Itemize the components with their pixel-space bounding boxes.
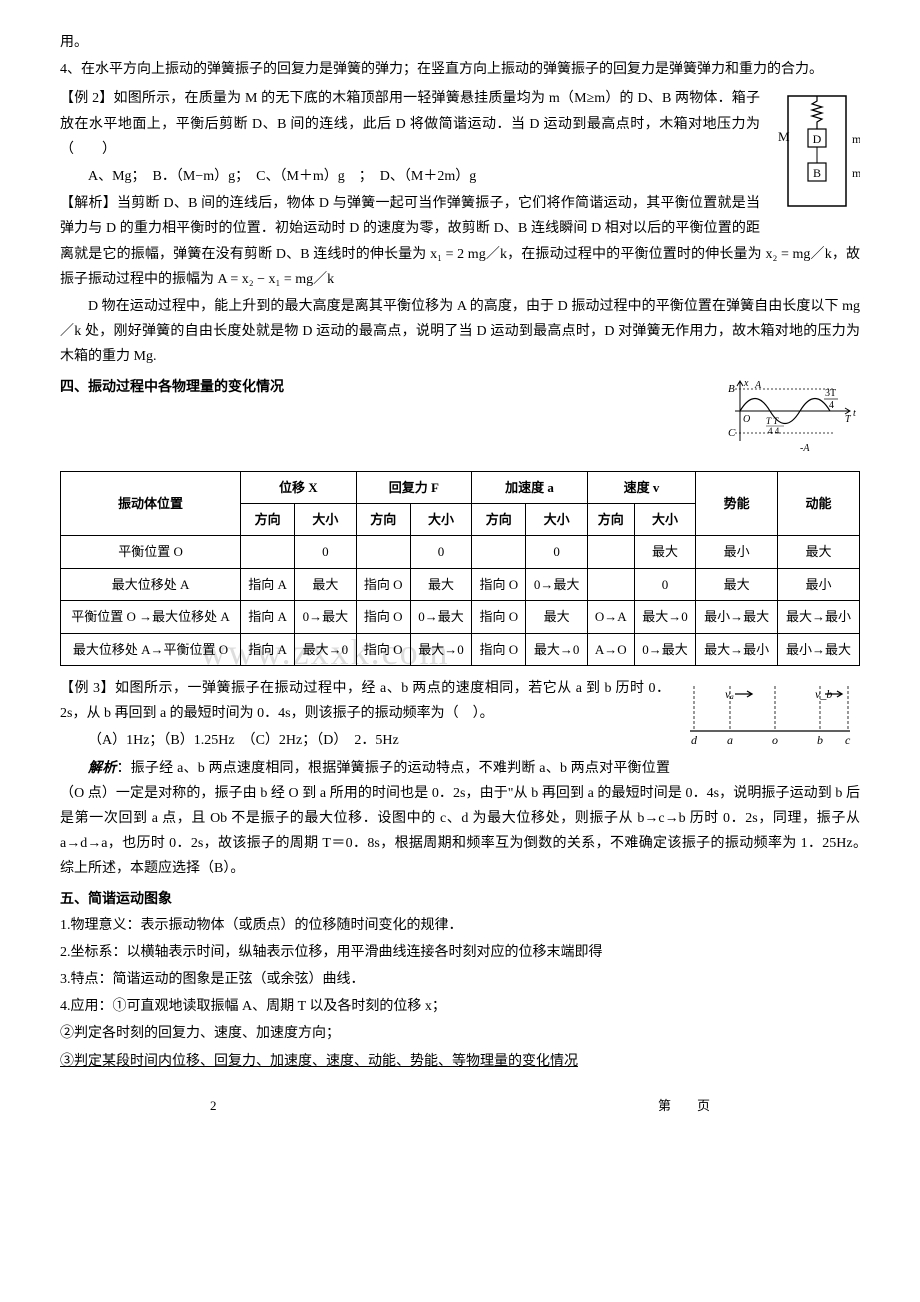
example2-options: A、Mg； B．（M−m）g； C、（M＋m）g ； D、（M＋2m）g [60, 164, 860, 189]
svg-text:a: a [727, 733, 733, 747]
diagram-D-label: D [813, 132, 822, 146]
svg-text:4 4: 4 4 [768, 426, 780, 436]
th-a: 加速度 a [472, 471, 588, 503]
svg-text:t: t [853, 408, 856, 419]
example2-title: 【例 2】如图所示，在质量为 M 的无下底的木箱顶部用一轻弹簧悬挂质量均为 m（… [60, 86, 860, 162]
diagram-B-label: B [813, 166, 821, 180]
page-footer: 2 第 页 [60, 1094, 860, 1117]
example2-diagram: D B M m m [770, 91, 860, 220]
section5-item4: 4.应用：①可直观地读取振幅 A、周期 T 以及各时刻的位移 x； [60, 994, 860, 1019]
table-body: 平衡位置 O 0 0 0 最大 最小 最大 最大位移处 A 指向 A 最大 指向… [61, 536, 860, 666]
diagram-m2-label: m [852, 166, 860, 180]
svg-text:-A: -A [800, 443, 810, 454]
th-xsize: 大小 [295, 504, 356, 536]
svg-text:c: c [845, 733, 851, 747]
th-adir: 方向 [472, 504, 526, 536]
example2-analysis1: 【解析】当剪断 D、B 间的连线后，物体 D 与弹簧一起可当作弹簧振子，它们将作… [60, 191, 860, 292]
th-pos: 振动体位置 [61, 471, 241, 536]
diagram-M-label: M [778, 129, 790, 144]
svg-text:T T: T T [766, 416, 779, 426]
th-asize: 大小 [526, 504, 587, 536]
physics-table: 振动体位置 位移 X 回复力 F 加速度 a 速度 v 势能 动能 方向 大小 … [60, 471, 860, 666]
th-X: 位移 X [241, 471, 357, 503]
example3-analysis: 解析：振子经 a、b 两点速度相同，根据弹簧振子的运动特点，不难判断 a、b 两… [60, 756, 860, 882]
th-vsize: 大小 [634, 504, 695, 536]
table-row: 最大位移处 A 指向 A 最大 指向 O 最大 指向 O 0→最大 0 最大 最… [61, 568, 860, 600]
svg-text:d: d [691, 733, 698, 747]
section5-item6: ③判定某段时间内位移、回复力、加速度、速度、动能、势能、等物理量的变化情况 [60, 1049, 860, 1074]
th-v: 速度 v [587, 471, 695, 503]
section5-item5: ②判定各时刻的回复力、速度、加速度方向； [60, 1021, 860, 1046]
svg-text:o: o [772, 733, 778, 747]
svg-text:vₐ: vₐ [725, 687, 734, 701]
table-row: 最大位移处 A→平衡位置 O 指向 A 最大→0 指向 O 最大→0 指向 O … [61, 633, 860, 665]
svg-text:B: B [728, 383, 735, 395]
svg-text:T: T [845, 414, 852, 425]
section5-title: 五、简谐运动图象 [60, 887, 860, 912]
th-vdir: 方向 [587, 504, 634, 536]
th-PE: 势能 [696, 471, 778, 536]
svg-text:b: b [817, 733, 823, 747]
section5-item2: 2.坐标系：以横轴表示时间，纵轴表示位移，用平滑曲线连接各时刻对应的位移末端即得 [60, 940, 860, 965]
svg-text:C: C [728, 427, 736, 439]
page-number: 2 [210, 1094, 217, 1117]
svg-text:3T: 3T [825, 388, 836, 399]
th-KE: 动能 [778, 471, 860, 536]
section4-graph: B C x A O 3T 4 T t T T 4 4 -A [720, 376, 860, 470]
intro-line1: 用。 [60, 30, 860, 55]
svg-text:4: 4 [829, 400, 834, 411]
svg-text:O: O [743, 414, 750, 425]
diagram-m1-label: m [852, 132, 860, 146]
th-fsize: 大小 [410, 504, 471, 536]
table-row: 平衡位置 O →最大位移处 A 指向 A 0→最大 指向 O 0→最大 指向 O… [61, 601, 860, 633]
th-xdir: 方向 [241, 504, 295, 536]
section5-item1: 1.物理意义：表示振动物体（或质点）的位移随时间变化的规律． [60, 913, 860, 938]
section5-item3: 3.特点：简谐运动的图象是正弦（或余弦）曲线． [60, 967, 860, 992]
example2-analysis2: D 物在运动过程中，能上升到的最大高度是离其平衡位移为 A 的高度，由于 D 振… [60, 294, 860, 370]
svg-text:A: A [754, 380, 762, 391]
svg-text:x: x [743, 378, 749, 389]
intro-line2: 4、在水平方向上振动的弹簧振子的回复力是弹簧的弹力；在竖直方向上振动的弹簧振子的… [60, 57, 860, 82]
table-row: 平衡位置 O 0 0 0 最大 最小 最大 [61, 536, 860, 568]
example3-diagram: vₐ v_b d a o b c [680, 676, 860, 760]
th-fdir: 方向 [356, 504, 410, 536]
th-F: 回复力 F [356, 471, 472, 503]
